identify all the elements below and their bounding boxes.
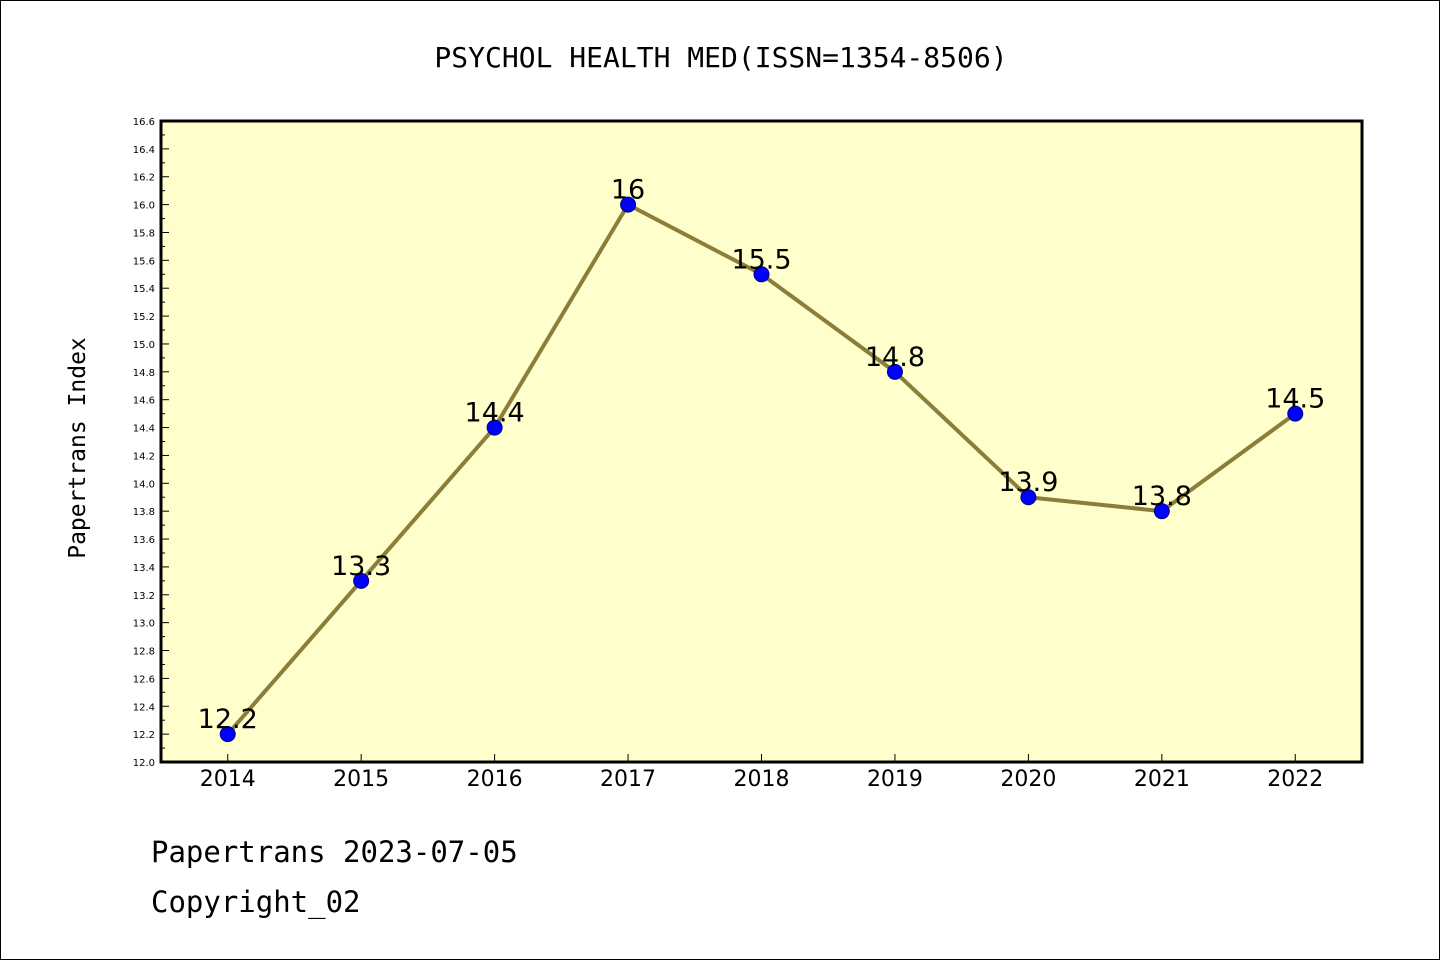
data-label: 13.9 [998,467,1058,498]
data-point [219,726,236,743]
y-tick-label: 15.4 [133,284,155,295]
y-tick-label: 14.6 [133,396,155,407]
x-tick-label: 2022 [1267,767,1323,792]
plot-area [159,119,1364,764]
y-tick-label: 15.2 [133,312,155,323]
data-label: 12.2 [198,704,258,735]
data-point [1020,489,1037,506]
y-tick-label: 12.6 [133,674,155,685]
y-tick-label: 15.0 [133,340,155,351]
footer-date-text: Papertrans 2023-07-05 [151,835,518,869]
y-tick-label: 13.2 [133,591,155,602]
y-tick-label: 13.0 [133,619,155,630]
data-point [353,572,370,589]
data-label: 13.3 [331,551,391,582]
y-tick-label: 13.6 [133,535,155,546]
y-tick-label: 16.0 [133,201,155,212]
y-tick-label: 14.4 [133,424,155,435]
data-point [753,266,770,283]
x-tick-label: 2018 [734,767,790,792]
chart-title: PSYCHOL HEALTH MED(ISSN=1354-8506) [434,41,1007,74]
y-tick-label: 13.8 [133,507,155,518]
data-point [620,196,637,213]
y-tick-label: 14.8 [133,368,155,379]
x-tick-label: 2021 [1134,767,1190,792]
y-tick-label: 12.2 [133,730,155,741]
data-label: 15.5 [731,244,791,275]
data-point [486,419,503,436]
series-layer: 12.2 13.3 14.4 16 15.5 14.8 13.9 13.8 14.5 [198,175,1325,743]
y-tick-label: 12.0 [133,758,155,769]
x-tick-label: 2020 [1000,767,1056,792]
data-label: 16 [611,175,645,206]
y-tick-label: 16.2 [133,173,155,184]
x-tick-label: 2014 [200,767,256,792]
data-point [886,363,903,380]
footer-copyright-text: Copyright_02 [151,885,361,919]
y-tick-label: 16.6 [133,117,155,128]
x-tick-label: 2019 [867,767,923,792]
y-tick-label: 15.8 [133,228,155,239]
x-tick-label: 2015 [333,767,389,792]
y-axis: 12.0 12.2 12.4 12.6 12.8 13.0 13.2 13.4 13.6 13.8… [133,117,169,769]
y-tick-label: 12.8 [133,647,155,658]
x-axis: 2014 2015 2016 2017 2018 2019 2020 2021 2022 [200,754,1323,792]
data-point [1287,405,1304,422]
y-tick-label: 15.6 [133,256,155,267]
y-axis-label: Papertrans Index [65,337,91,559]
y-tick-label: 14.0 [133,479,155,490]
data-label: 14.5 [1265,384,1325,415]
y-tick-label: 13.4 [133,563,155,574]
x-tick-label: 2017 [600,767,656,792]
y-tick-label: 14.2 [133,451,155,462]
data-label: 14.8 [865,342,925,373]
y-tick-label: 12.4 [133,702,155,713]
y-tick-label: 16.4 [133,145,155,156]
data-label: 13.8 [1132,481,1192,512]
x-tick-label: 2016 [467,767,523,792]
data-label: 14.4 [465,398,525,429]
data-point [1153,503,1170,520]
